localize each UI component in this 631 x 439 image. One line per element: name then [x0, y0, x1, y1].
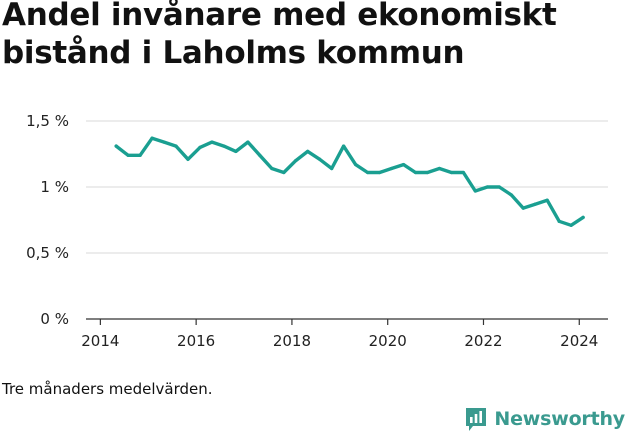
data-point [258, 153, 262, 157]
data-point [485, 185, 489, 189]
data-point [222, 144, 226, 148]
data-point [174, 144, 178, 148]
x-tick-label: 2014 [81, 332, 119, 350]
y-tick-label: 1 % [40, 178, 69, 196]
data-point [114, 144, 118, 148]
data-point [401, 162, 406, 167]
data-point [150, 136, 154, 140]
y-tick-label: 0,5 % [26, 244, 69, 262]
x-tick-label: 2018 [273, 332, 311, 350]
chart-canvas: 0 % 0,5 % 1 % 1,5 % 2014 2016 2018 2020 2022 2024 [26, 112, 608, 350]
data-point [509, 193, 513, 197]
x-tick-label: 2016 [177, 332, 215, 350]
data-point [210, 140, 214, 144]
data-point [138, 153, 142, 157]
tick-labels: 0 % 0,5 % 1 % 1,5 % 2014 2016 2018 2020 2022 2024 [26, 112, 598, 350]
x-tick-label: 2022 [464, 332, 502, 350]
data-point [234, 149, 238, 153]
data-point [365, 170, 370, 175]
data-point [246, 140, 250, 144]
y-tick-label: 1,5 % [26, 112, 69, 130]
data-point [533, 202, 537, 206]
data-point [581, 215, 585, 219]
data-point [198, 145, 202, 149]
data-point [377, 170, 382, 175]
data-point [306, 149, 310, 153]
x-axis [86, 318, 608, 325]
data-point [473, 189, 477, 193]
data-point [270, 166, 274, 171]
data-point [294, 159, 298, 163]
data-point [497, 185, 501, 189]
data-point [521, 206, 525, 210]
data-point [330, 166, 334, 171]
y-tick-label: 0 % [40, 310, 69, 328]
chart-title: Andel invånare med ekonomiskt bistånd i … [2, 0, 557, 71]
data-point [389, 166, 394, 171]
x-tick-label: 2020 [369, 332, 407, 350]
data-point [342, 144, 346, 148]
data-point [318, 157, 322, 161]
brand-logo: Newsworthy [464, 405, 625, 433]
line-chart: 0 % 0,5 % 1 % 1,5 % 2014 2016 2018 2020 2022 2024 [0, 100, 631, 360]
data-point [126, 153, 130, 157]
data-point [461, 170, 465, 175]
series-layer [114, 136, 585, 228]
data-point [186, 157, 190, 161]
data-point [449, 170, 453, 175]
footnote: Tre månaders medelvärden. [2, 380, 213, 398]
data-point [162, 140, 166, 144]
data-point [437, 166, 442, 171]
data-point [557, 219, 561, 223]
x-tick-label: 2024 [560, 332, 598, 350]
data-point [282, 170, 286, 175]
bar-chart-speech-icon [466, 408, 487, 431]
data-point [425, 170, 430, 175]
data-point [413, 170, 418, 175]
grid-lines [86, 120, 608, 254]
brand-name: Newsworthy [494, 408, 625, 430]
data-point [354, 162, 358, 167]
series-line [114, 136, 585, 228]
data-point [545, 198, 549, 202]
data-point [569, 223, 573, 227]
